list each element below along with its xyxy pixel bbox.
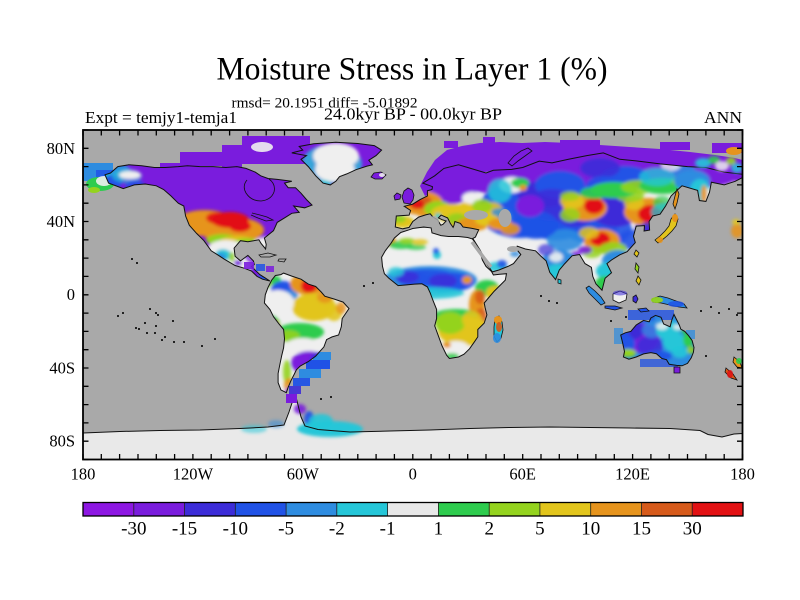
- svg-text:15: 15: [632, 519, 651, 540]
- svg-text:80S: 80S: [49, 432, 75, 451]
- svg-text:-15: -15: [172, 519, 197, 540]
- svg-text:80N: 80N: [47, 139, 76, 158]
- svg-text:0: 0: [67, 285, 75, 304]
- svg-text:-2: -2: [329, 519, 345, 540]
- svg-text:10: 10: [581, 519, 600, 540]
- svg-text:120W: 120W: [173, 465, 214, 484]
- svg-text:rmsd= 20.1951 diff= -5.01892: rmsd= 20.1951 diff= -5.01892: [232, 96, 418, 112]
- svg-text:180: 180: [71, 465, 96, 484]
- svg-text:-5: -5: [278, 519, 294, 540]
- svg-text:180: 180: [730, 465, 755, 484]
- svg-text:0: 0: [409, 465, 417, 484]
- svg-text:40S: 40S: [49, 359, 75, 378]
- svg-text:60W: 60W: [287, 465, 320, 484]
- svg-text:Moisture Stress in Layer 1 (%): Moisture Stress in Layer 1 (%): [217, 51, 608, 87]
- svg-text:2: 2: [484, 519, 494, 540]
- svg-text:Expt = temjy1-temja1: Expt = temjy1-temja1: [85, 108, 237, 127]
- svg-text:1: 1: [434, 519, 444, 540]
- svg-text:24.0kyr BP - 00.0kyr BP: 24.0kyr BP - 00.0kyr BP: [324, 105, 502, 124]
- svg-text:120E: 120E: [615, 465, 650, 484]
- svg-text:-30: -30: [121, 519, 146, 540]
- svg-text:40N: 40N: [47, 212, 76, 231]
- svg-text:60E: 60E: [509, 465, 536, 484]
- svg-text:5: 5: [535, 519, 545, 540]
- svg-text:-10: -10: [223, 519, 248, 540]
- svg-text:ANN: ANN: [704, 108, 742, 127]
- svg-text:-1: -1: [380, 519, 396, 540]
- svg-text:30: 30: [683, 519, 702, 540]
